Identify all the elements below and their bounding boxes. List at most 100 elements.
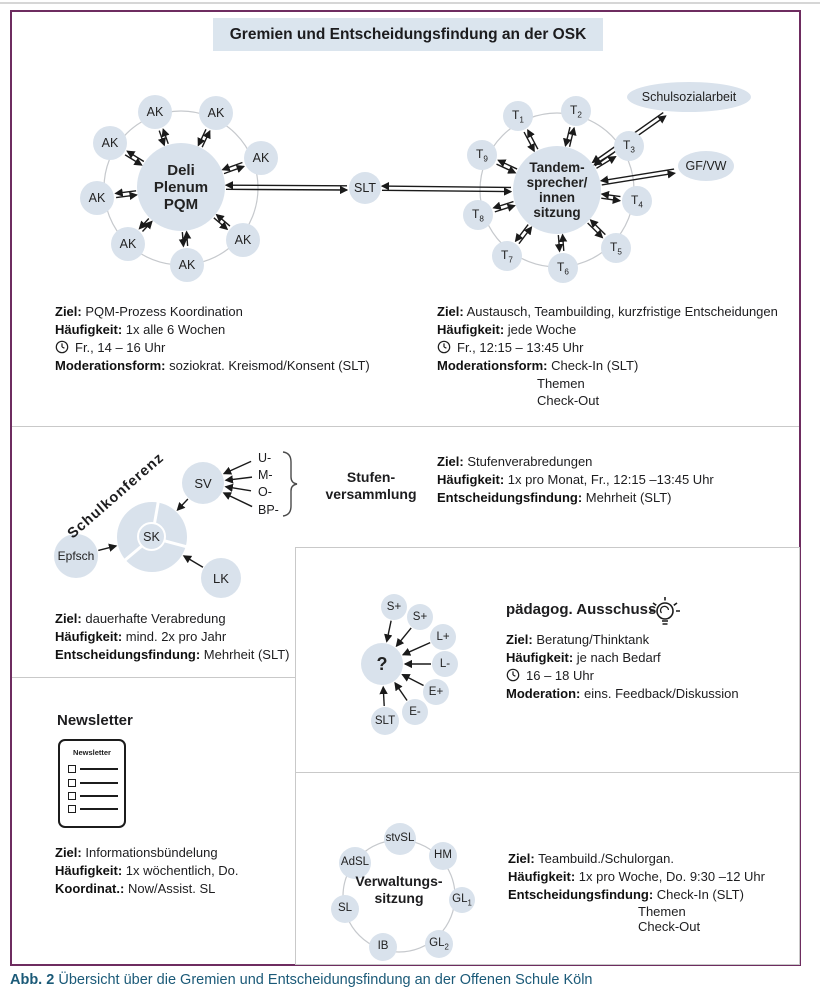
verwaltung-info-block: Ziel: Teambuild./Schulorgan. Häufigkeit:… [508,850,765,934]
schulkonferenz-info-block: Ziel: dauerhafte Verabredung Häufigkeit:… [55,610,290,664]
newsletter-heading: Newsletter [57,712,133,729]
verwaltung-node: GL2 [425,930,453,958]
ak-node: AK [80,181,114,215]
info-line: Entscheidungsfindung: Mehrheit (SLT) [55,647,290,662]
clock-icon [506,668,520,682]
tandem-satellite: T8 [463,200,493,230]
question-node: ? [361,643,403,685]
verwaltung-node: stvSL [384,823,416,855]
divider-left-column [12,677,295,678]
stufen-item: O- [258,485,272,499]
ak-node: AK [226,223,260,257]
verwaltung-node: AdSL [339,847,371,879]
stufen-info-block: Ziel: Stufenverabredungen Häufigkeit: 1x… [437,453,714,507]
paedagog-satellite: S+ [407,604,433,630]
newsletter-icon: Newsletter [58,739,126,828]
lightbulb-icon [650,597,680,625]
ak-node: AK [244,141,278,175]
sk-big-node: SK [117,501,188,572]
info-line: Häufigkeit: je nach Bedarf [506,650,661,665]
tandem-label: Tandem- sprecher/ innen sitzung [526,160,588,220]
paedagog-info-block: Ziel: Beratung/Thinktank Häufigkeit: je … [506,631,739,703]
clock-icon [437,340,451,354]
stufenversammlung-title: Stufen- versammlung [325,469,417,502]
verwaltung-title: Verwaltungs- sitzung [355,873,443,906]
newsletter-icon-title: Newsletter [73,748,111,757]
info-line: Ziel: PQM-Prozess Koordination [55,304,243,319]
newsletter-info-block: Ziel: Informationsbündelung Häufigkeit: … [55,844,239,898]
ak-node: AK [138,95,172,129]
clock-icon [55,340,69,354]
paedagog-satellite: E+ [423,679,449,705]
schulsozialarbeit-ellipse: Schulsozialarbeit [627,82,751,112]
tandem-satellite: T2 [561,96,591,126]
ak-node: AK [93,126,127,160]
divider-top-section [12,426,799,427]
moderation-item: Themen [537,376,585,391]
info-line: Häufigkeit: jede Woche [437,322,577,337]
figure-title: Gremien und Entscheidungsfindung an der … [213,18,603,51]
paedagog-heading: pädagog. Ausschuss [506,601,657,618]
info-line: Koordinat.: Now/Assist. SL [55,881,216,896]
info-line: Ziel: dauerhafte Verabredung [55,611,226,626]
info-line: Häufigkeit: 1x alle 6 Wochen [55,322,226,337]
verwaltung-node: IB [369,933,397,961]
info-line: Moderationsform: Check-In (SLT) [437,358,639,373]
info-line: Entscheidungsfindung: Mehrheit (SLT) [437,490,672,505]
lk-node: LK [201,558,241,598]
info-line: Moderation: eins. Feedback/Diskussion [506,686,739,701]
info-line: Häufigkeit: 1x pro Monat, Fr., 12:15 –13… [437,472,714,487]
info-line: Häufigkeit: 1x wöchentlich, Do. [55,863,239,878]
slt-node: SLT [349,172,381,204]
epfsch-node: Epfsch [54,534,98,578]
deli-info-block: Ziel: PQM-Prozess Koordination Häufigkei… [55,303,370,375]
figure-caption: Abb. 2 Übersicht über die Gremien und En… [10,972,593,988]
info-line-time: 16 – 18 Uhr [506,667,739,685]
paedagog-satellite: L+ [430,624,456,650]
paedagog-satellite: L- [432,651,458,677]
entscheidung-item: Check-Out [638,919,701,934]
ak-node: AK [199,96,233,130]
info-line: Entscheidungsfindung: Check-In (SLT) [508,887,744,902]
stufen-item: M- [258,468,273,482]
verwaltung-node: SL [331,895,359,923]
stufen-item: BP- [258,503,279,517]
tandem-satellite: T4 [622,186,652,216]
sv-node: SV [182,462,224,504]
stufen-bracket [282,451,298,517]
info-line: Ziel: Beratung/Thinktank [506,632,650,647]
verwaltung-node: HM [429,842,457,870]
tandem-satellite: T7 [492,241,522,271]
tandem-satellite: T6 [548,253,578,283]
info-line-time: Fr., 12:15 – 13:45 Uhr [437,339,778,357]
info-line: Ziel: Stufenverabredungen [437,454,593,469]
entscheidung-item: Themen [638,904,686,919]
info-line-time: Fr., 14 – 16 Uhr [55,339,370,357]
tandem-node: Tandem- sprecher/ innen sitzung [513,146,601,234]
stufen-item: U- [258,451,272,465]
paedagog-satellite: S+ [381,594,407,620]
ak-node: AK [111,227,145,261]
gf-vw-ellipse: GF/VW [678,151,734,181]
tandem-satellite: T3 [614,131,644,161]
info-line: Ziel: Austausch, Teambuilding, kurzfrist… [437,304,778,319]
info-line: Ziel: Teambuild./Schulorgan. [508,851,674,866]
panel-verwaltung [295,772,800,965]
info-line: Moderationsform: soziokrat. Kreismod/Kon… [55,358,370,373]
info-line: Ziel: Informationsbündelung [55,845,218,860]
tandem-satellite: T1 [503,101,533,131]
tandem-satellite: T9 [467,140,497,170]
tandem-info-block: Ziel: Austausch, Teambuilding, kurzfrist… [437,303,778,409]
paedagog-satellite: E- [402,699,428,725]
info-line: Häufigkeit: 1x pro Woche, Do. 9:30 –12 U… [508,869,765,884]
info-line: Häufigkeit: mind. 2x pro Jahr [55,629,227,644]
sk-inner-node: SK [137,522,166,551]
tandem-satellite: T5 [601,233,631,263]
panel-paedagog [295,547,800,774]
moderation-item: Check-Out [537,393,600,408]
deli-plenum-pqm-node: Deli Plenum PQM [137,143,225,231]
ak-node: AK [170,248,204,282]
paedagog-satellite: SLT [371,707,399,735]
figure-border [10,10,801,966]
